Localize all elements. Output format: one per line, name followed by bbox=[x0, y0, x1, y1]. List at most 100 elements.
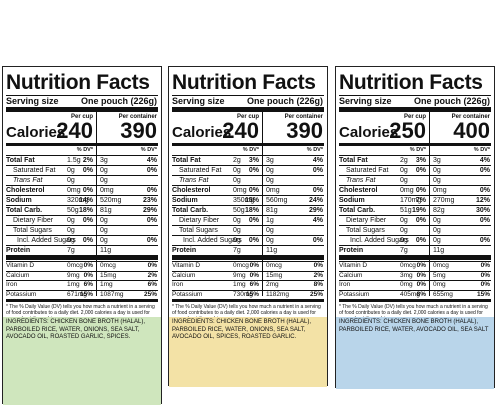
amount: 0mcg bbox=[266, 262, 282, 269]
serving-size: One pouch (226g) bbox=[80, 96, 157, 106]
amount: 0g bbox=[400, 237, 408, 244]
dv-header: % DV* bbox=[76, 147, 93, 153]
calories-value: 240 bbox=[222, 118, 259, 143]
calories-label: Calories bbox=[6, 124, 66, 141]
nutrient-name: Sodium bbox=[6, 197, 32, 204]
daily-value: 18% bbox=[244, 207, 259, 214]
amount: 0mg bbox=[400, 187, 414, 194]
calories-value: 250 bbox=[389, 118, 426, 143]
amount: 11g bbox=[433, 247, 445, 254]
amount: 82g bbox=[433, 207, 445, 214]
nutrient-name: Total Sugars bbox=[346, 227, 385, 234]
amount: 170mg bbox=[400, 197, 422, 204]
label-title: Nutrition Facts bbox=[172, 71, 316, 94]
amount: 5mg bbox=[433, 271, 446, 279]
nutrient-name: Potassium bbox=[339, 290, 370, 298]
rule bbox=[339, 289, 491, 291]
nutrient-name: Dietary Fiber bbox=[179, 217, 220, 224]
rule bbox=[339, 143, 491, 146]
nutrient-name: Saturated Fat bbox=[179, 167, 222, 174]
amount: 0g bbox=[433, 217, 441, 224]
daily-value: 15% bbox=[79, 290, 93, 298]
rule bbox=[339, 107, 491, 112]
amount: 0g bbox=[67, 217, 75, 224]
amount: 350mg bbox=[233, 197, 255, 204]
nutrient-name: Calcium bbox=[339, 271, 363, 279]
amount: 0mcg bbox=[100, 262, 116, 269]
amount: 50g bbox=[233, 207, 245, 214]
daily-value: 8% bbox=[313, 281, 323, 288]
amount: 0g bbox=[233, 167, 241, 174]
daily-value: 14% bbox=[78, 197, 93, 204]
amount: 0mg bbox=[433, 187, 447, 194]
amount: 0mg bbox=[400, 281, 413, 288]
amount: 0g bbox=[100, 217, 108, 224]
nutrient-name: Vitamin D bbox=[339, 262, 368, 269]
nutrient-name: Dietary Fiber bbox=[346, 217, 387, 224]
daily-value: 29% bbox=[308, 207, 323, 214]
nutrient-name: Saturated Fat bbox=[13, 167, 56, 174]
amount: 0g bbox=[400, 177, 408, 184]
amount: 9mg bbox=[233, 271, 246, 279]
rule bbox=[6, 245, 158, 246]
daily-value: 12% bbox=[475, 197, 490, 204]
ingredients: INGREDIENTS: CHICKEN BONE BROTH (HALAL),… bbox=[336, 317, 494, 389]
nutrient-name: Dietary Fiber bbox=[13, 217, 54, 224]
rule bbox=[172, 155, 324, 156]
nutrition-label: Nutrition Facts Serving size One pouch (22… bbox=[335, 66, 495, 389]
amount: 0mg bbox=[433, 281, 446, 288]
label-title: Nutrition Facts bbox=[6, 71, 150, 94]
daily-value: 24% bbox=[308, 197, 323, 204]
daily-value: 0% bbox=[480, 281, 490, 288]
daily-value: 0% bbox=[146, 187, 157, 194]
rule bbox=[6, 280, 158, 281]
amount: 320mg bbox=[67, 197, 89, 204]
daily-value: 2% bbox=[82, 157, 93, 164]
nutrient-name: Total Carb. bbox=[339, 207, 376, 214]
label-title: Nutrition Facts bbox=[339, 71, 483, 94]
amount: 0mg bbox=[100, 187, 114, 194]
amount: 0mg bbox=[266, 187, 280, 194]
daily-value: 0% bbox=[312, 167, 323, 174]
ingredients: INGREDIENTS: CHICKEN BONE BROTH (HALAL),… bbox=[169, 317, 327, 387]
daily-value: 4% bbox=[312, 157, 323, 164]
daily-value: 0% bbox=[480, 271, 490, 279]
col-divider bbox=[429, 112, 430, 296]
amount: 730mg bbox=[233, 290, 253, 298]
rule bbox=[172, 215, 324, 216]
rule bbox=[6, 143, 158, 146]
dv-header: % DV* bbox=[242, 147, 259, 153]
amount: 3g bbox=[433, 157, 441, 164]
daily-value: 3% bbox=[248, 157, 259, 164]
nutrient-name: Cholesterol bbox=[6, 187, 45, 194]
daily-value: 0% bbox=[479, 187, 490, 194]
amount: 2g bbox=[400, 157, 408, 164]
rule bbox=[6, 270, 158, 272]
daily-value: 18% bbox=[78, 207, 93, 214]
daily-value: 30% bbox=[475, 207, 490, 214]
daily-value: 6% bbox=[249, 281, 259, 288]
amount: 1mg bbox=[100, 281, 113, 288]
daily-value: 0% bbox=[416, 281, 426, 288]
amount: 0g bbox=[233, 217, 241, 224]
rule bbox=[172, 245, 324, 246]
amount: 7g bbox=[233, 247, 241, 254]
col-header: Per cup bbox=[403, 114, 426, 120]
amount: 0g bbox=[400, 227, 408, 234]
amount: 0g bbox=[433, 167, 441, 174]
daily-value: 15% bbox=[476, 290, 490, 298]
nutrient-name: Saturated Fat bbox=[346, 167, 389, 174]
col-header: Per cup bbox=[70, 114, 93, 120]
amount: 2g bbox=[233, 157, 241, 164]
rule bbox=[339, 261, 491, 262]
amount: 1mg bbox=[67, 281, 80, 288]
amount: 0g bbox=[433, 227, 441, 234]
amount: 81g bbox=[266, 207, 278, 214]
nutrient-name: Vitamin D bbox=[172, 262, 201, 269]
nutrient-name: Sodium bbox=[339, 197, 365, 204]
rule bbox=[172, 165, 324, 166]
amount: 3mg bbox=[400, 271, 413, 279]
serving-size: One pouch (226g) bbox=[413, 96, 490, 106]
amount: 405mg bbox=[400, 290, 420, 298]
rule bbox=[172, 143, 324, 146]
